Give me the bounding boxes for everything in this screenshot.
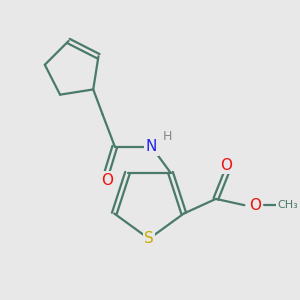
Text: H: H bbox=[162, 130, 172, 142]
Text: N: N bbox=[146, 139, 157, 154]
Text: S: S bbox=[144, 231, 154, 246]
Text: CH₃: CH₃ bbox=[278, 200, 298, 210]
Text: O: O bbox=[101, 173, 113, 188]
Text: O: O bbox=[220, 158, 232, 172]
Text: O: O bbox=[249, 198, 261, 213]
